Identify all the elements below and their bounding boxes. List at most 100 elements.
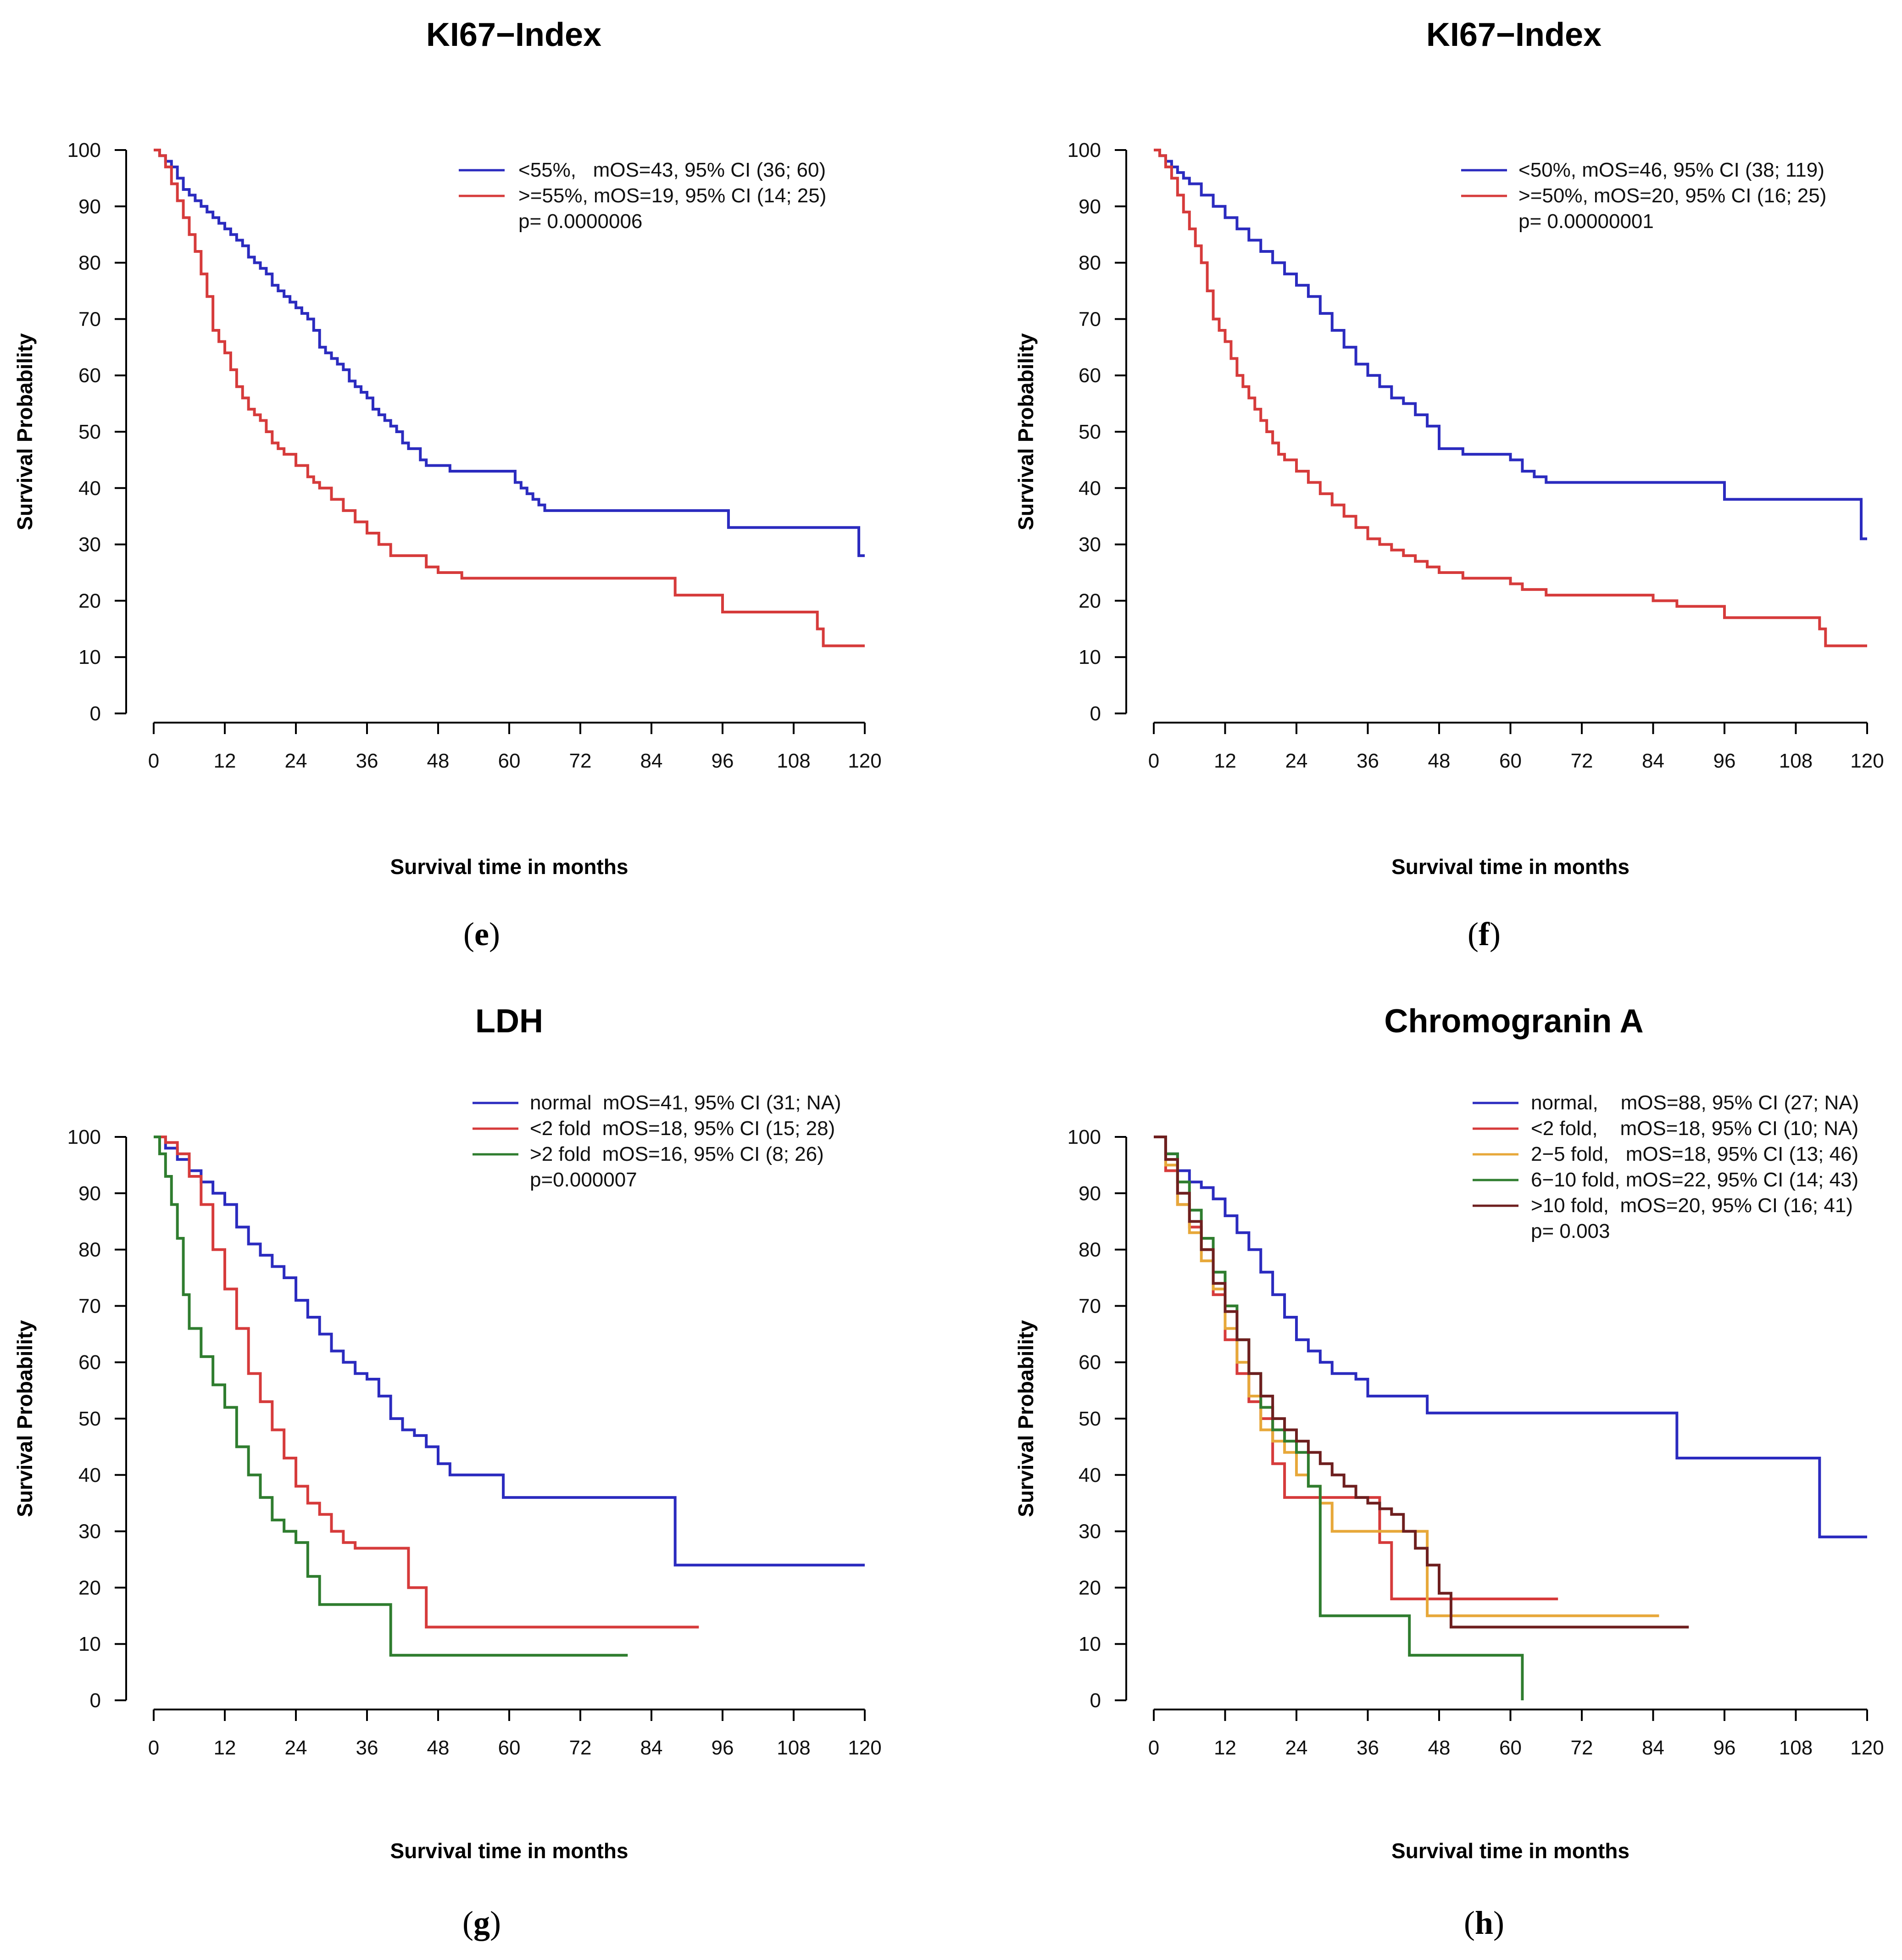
legend-label: >=50%, mOS=20, 95% CI (16; 25) xyxy=(1518,184,1826,207)
x-tick-label: 84 xyxy=(1642,1737,1664,1759)
km-curve-series-1 xyxy=(1154,1136,1867,1538)
x-axis-title: Survival time in months xyxy=(390,1839,628,1863)
km-curve-series-5 xyxy=(1154,1136,1689,1629)
x-tick-label: 72 xyxy=(569,1737,592,1759)
p-value-label: p=0.000007 xyxy=(530,1169,637,1191)
x-tick-label: 48 xyxy=(1428,1737,1451,1759)
y-tick-label: 0 xyxy=(1090,1689,1101,1712)
x-tick-label: 48 xyxy=(427,1737,450,1759)
y-tick-label: 60 xyxy=(78,364,101,387)
x-tick-label: 0 xyxy=(1148,1737,1159,1759)
p-value-label: p= 0.0000006 xyxy=(518,210,642,233)
y-axis-title: Survival Probability xyxy=(13,333,37,530)
y-axis-title: Survival Probability xyxy=(1014,1320,1038,1517)
chart-title: LDH xyxy=(475,1003,543,1040)
chart-title: Chromogranin A xyxy=(1384,1003,1643,1040)
x-tick-label: 108 xyxy=(777,750,810,772)
y-tick-label: 80 xyxy=(1079,1239,1101,1261)
x-tick-label: 36 xyxy=(356,1737,378,1759)
x-tick-label: 24 xyxy=(1285,1737,1308,1759)
y-tick-label: 30 xyxy=(1079,1520,1101,1543)
x-tick-label: 120 xyxy=(848,1737,881,1759)
x-tick-label: 36 xyxy=(356,750,378,772)
chart-panel-3: LDH 0 12 24 36 48 60 72 84 96 108 120 0 10 20 30 40 50 60 7… xyxy=(13,1003,882,1941)
x-tick-label: 12 xyxy=(214,1737,236,1759)
x-tick-label: 84 xyxy=(640,1737,663,1759)
x-tick-label: 48 xyxy=(427,750,450,772)
y-tick-label: 40 xyxy=(1079,477,1101,500)
x-tick-label: 72 xyxy=(1571,750,1593,772)
x-tick-label: 0 xyxy=(148,750,159,772)
y-tick-label: 10 xyxy=(78,646,101,668)
y-tick-label: 50 xyxy=(78,421,101,443)
y-tick-label: 50 xyxy=(1079,421,1101,443)
x-tick-label: 24 xyxy=(285,750,307,772)
x-tick-label: 108 xyxy=(777,1737,810,1759)
x-tick-label: 120 xyxy=(1850,750,1884,772)
legend-label: <2 fold, mOS=18, 95% CI (10; NA) xyxy=(1531,1117,1858,1140)
km-curve-series-2 xyxy=(154,1136,699,1629)
legend-label: <50%, mOS=46, 95% CI (38; 119) xyxy=(1518,159,1824,181)
x-tick-label: 48 xyxy=(1428,750,1451,772)
y-tick-label: 40 xyxy=(78,477,101,500)
y-tick-label: 70 xyxy=(1079,1295,1101,1317)
chart-title: KI67−Index xyxy=(1426,17,1602,53)
x-tick-label: 12 xyxy=(214,750,236,772)
y-tick-label: 20 xyxy=(78,1576,101,1599)
km-curve-series-4 xyxy=(1154,1136,1524,1700)
y-tick-label: 90 xyxy=(78,195,101,218)
y-tick-label: 80 xyxy=(78,1239,101,1261)
y-tick-label: 60 xyxy=(1079,1351,1101,1374)
y-tick-label: 20 xyxy=(1079,590,1101,612)
x-tick-label: 60 xyxy=(1499,750,1522,772)
chart-panel-2: KI67−Index 0 12 24 36 48 60 72 84 96 108 120 0 10 20 30… xyxy=(1014,17,1884,952)
x-tick-label: 12 xyxy=(1214,1737,1236,1759)
legend-label: normal mOS=41, 95% CI (31; NA) xyxy=(530,1091,841,1114)
y-tick-label: 0 xyxy=(90,702,101,725)
x-tick-label: 72 xyxy=(569,750,592,772)
y-tick-label: 100 xyxy=(1068,1126,1101,1148)
x-tick-label: 60 xyxy=(1499,1737,1522,1759)
x-tick-label: 60 xyxy=(498,750,521,772)
x-axis-title: Survival time in months xyxy=(1391,855,1629,879)
legend-label: >10 fold, mOS=20, 95% CI (16; 41) xyxy=(1531,1194,1853,1217)
y-tick-label: 100 xyxy=(67,139,101,161)
y-tick-label: 90 xyxy=(1079,1182,1101,1205)
x-tick-label: 12 xyxy=(1214,750,1236,772)
y-tick-label: 10 xyxy=(1079,646,1101,668)
km-curve-series-2 xyxy=(1154,1136,1558,1600)
panel-caption: (g) xyxy=(462,1904,501,1941)
x-axis-title: Survival time in months xyxy=(390,855,628,879)
km-curve-series-1 xyxy=(154,149,865,557)
x-tick-label: 36 xyxy=(1357,750,1379,772)
legend-label: >=55%, mOS=19, 95% CI (14; 25) xyxy=(518,184,826,207)
y-tick-label: 50 xyxy=(1079,1408,1101,1430)
x-tick-label: 96 xyxy=(1713,1737,1736,1759)
x-tick-label: 84 xyxy=(640,750,663,772)
y-tick-label: 70 xyxy=(78,1295,101,1317)
chart-panel-4: Chromogranin A 0 12 24 36 48 60 72 84 96 108 120 0 10… xyxy=(1014,1003,1884,1941)
x-tick-label: 108 xyxy=(1779,750,1813,772)
y-tick-label: 10 xyxy=(1079,1633,1101,1655)
x-tick-label: 0 xyxy=(1148,750,1159,772)
y-tick-label: 20 xyxy=(78,590,101,612)
chart-panel-1: KI67−Index 0 12 24 36 48 60 72 84 96 108 120 0 10 20 30… xyxy=(13,17,882,952)
x-tick-label: 120 xyxy=(848,750,881,772)
y-tick-label: 70 xyxy=(1079,308,1101,330)
x-tick-label: 72 xyxy=(1571,1737,1593,1759)
y-tick-label: 90 xyxy=(1079,195,1101,218)
y-tick-label: 0 xyxy=(90,1689,101,1712)
y-tick-label: 30 xyxy=(1079,534,1101,556)
x-axis-title: Survival time in months xyxy=(1391,1839,1629,1863)
x-tick-label: 120 xyxy=(1850,1737,1884,1759)
panel-caption: (f) xyxy=(1468,916,1501,952)
y-tick-label: 40 xyxy=(1079,1464,1101,1487)
x-tick-label: 96 xyxy=(1713,750,1736,772)
p-value-label: p= 0.00000001 xyxy=(1518,210,1654,233)
legend-label: normal, mOS=88, 95% CI (27; NA) xyxy=(1531,1091,1859,1114)
y-tick-label: 90 xyxy=(78,1182,101,1205)
km-curve-series-1 xyxy=(1154,149,1867,540)
legend-label: <2 fold mOS=18, 95% CI (15; 28) xyxy=(530,1117,835,1140)
x-tick-label: 36 xyxy=(1357,1737,1379,1759)
